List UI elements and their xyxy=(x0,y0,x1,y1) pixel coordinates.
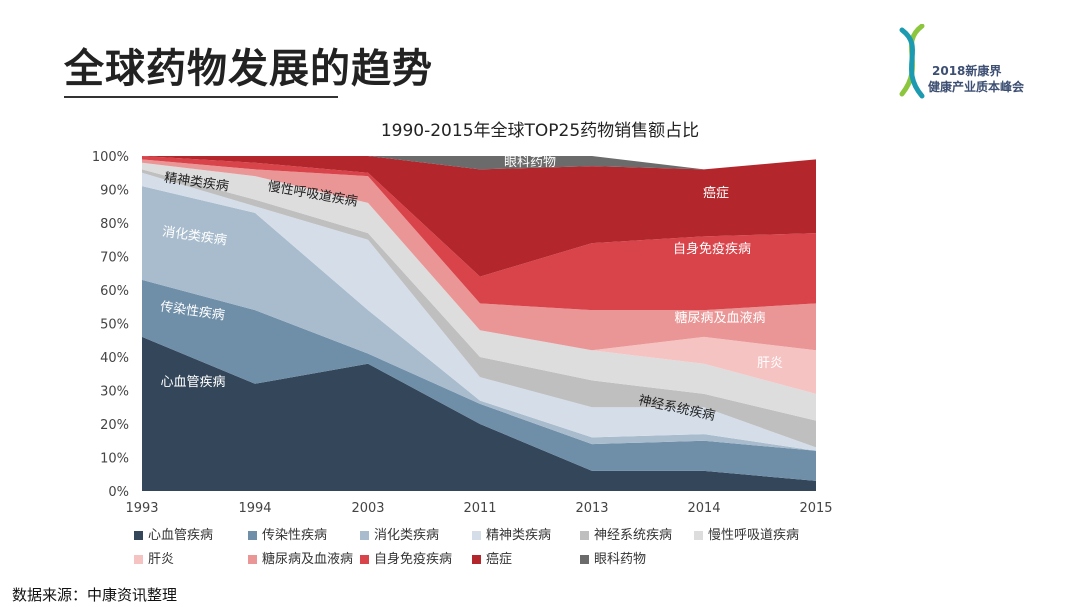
y-tick-label: 70% xyxy=(100,251,129,266)
legend-swatch xyxy=(134,531,143,540)
area-label: 心血管疾病 xyxy=(160,375,225,390)
area-label: 自身免疫疾病 xyxy=(673,241,751,257)
y-tick-label: 60% xyxy=(100,284,129,299)
legend-item: 传染性疾病 xyxy=(248,524,327,543)
x-tick-label: 2011 xyxy=(463,501,496,516)
legend-item: 眼科药物 xyxy=(580,548,646,567)
y-tick-label: 0% xyxy=(108,485,129,500)
legend-label: 癌症 xyxy=(486,552,513,567)
legend-swatch xyxy=(360,531,369,540)
legend-swatch xyxy=(248,555,257,564)
y-tick-label: 30% xyxy=(100,385,129,400)
area-label: 眼科药物 xyxy=(504,155,556,170)
y-tick-label: 10% xyxy=(100,452,129,467)
legend-item: 慢性呼吸道疾病 xyxy=(694,524,799,543)
y-tick-label: 100% xyxy=(92,150,129,165)
legend-swatch xyxy=(580,555,589,564)
y-tick-label: 80% xyxy=(100,217,129,232)
legend-label: 慢性呼吸道疾病 xyxy=(708,528,800,543)
x-tick-label: 2015 xyxy=(799,501,832,516)
area-消化类疾病 xyxy=(142,186,816,451)
slide-title: 全球药物发展的趋势 xyxy=(64,46,433,92)
area-label: 癌症 xyxy=(703,185,729,201)
y-tick-label: 90% xyxy=(100,184,129,199)
x-tick-label: 2014 xyxy=(687,501,720,516)
y-tick-label: 20% xyxy=(100,418,129,433)
x-tick-label: 1994 xyxy=(238,501,271,516)
area-label: 糖尿病及血液病 xyxy=(674,310,765,326)
area-慢性呼吸道疾病 xyxy=(142,162,816,421)
legend-item: 神经系统疾病 xyxy=(580,524,672,543)
x-tick-label: 1993 xyxy=(125,501,158,516)
y-tick-label: 50% xyxy=(100,318,129,333)
legend-label: 神经系统疾病 xyxy=(594,528,673,543)
legend-item: 肝炎 xyxy=(134,548,174,567)
title-underline xyxy=(64,96,338,98)
legend-item: 消化类疾病 xyxy=(360,524,439,543)
logo-line-2: 健康产业质本峰会 xyxy=(928,80,1025,94)
legend-item: 癌症 xyxy=(472,548,512,567)
legend-label: 眼科药物 xyxy=(594,552,647,567)
legend-swatch xyxy=(472,531,481,540)
legend-label: 消化类疾病 xyxy=(374,528,440,543)
legend-item: 糖尿病及血液病 xyxy=(248,548,353,567)
area-神经系统疾病 xyxy=(142,169,816,448)
legend-label: 心血管疾病 xyxy=(148,528,214,543)
chart-title: 1990-2015年全球TOP25药物销售额占比 xyxy=(380,121,700,141)
legend-item: 自身免疫疾病 xyxy=(360,548,452,567)
legend-swatch xyxy=(694,531,703,540)
area-自身免疫疾病 xyxy=(142,156,816,311)
area-传染性疾病 xyxy=(142,279,816,481)
legend-swatch xyxy=(472,555,481,564)
legend-label: 传染性疾病 xyxy=(262,528,328,543)
legend-item: 精神类疾病 xyxy=(472,524,551,543)
legend-swatch xyxy=(580,531,589,540)
area-肝炎 xyxy=(142,162,816,394)
area-精神类疾病 xyxy=(142,172,816,451)
area-糖尿病及血液病 xyxy=(142,159,816,351)
data-source-note: 数据来源：中康资讯整理 xyxy=(12,586,178,604)
x-tick-label: 2003 xyxy=(351,501,384,516)
area-心血管疾病 xyxy=(142,336,816,491)
area-眼科药物 xyxy=(142,156,816,170)
legend-item: 心血管疾病 xyxy=(134,524,213,543)
legend-label: 糖尿病及血液病 xyxy=(262,552,354,567)
legend-swatch xyxy=(134,555,143,564)
legend-swatch xyxy=(248,531,257,540)
helix-logo-icon xyxy=(899,23,925,99)
area-label: 肝炎 xyxy=(757,356,783,371)
legend-label: 肝炎 xyxy=(148,552,175,567)
legend-label: 自身免疫疾病 xyxy=(374,552,453,567)
legend-label: 精神类疾病 xyxy=(486,528,552,543)
area-癌症 xyxy=(142,156,816,277)
conference-logo: 2018新康界 健康产业质本峰会 xyxy=(892,23,1052,100)
legend-swatch xyxy=(360,555,369,564)
y-tick-label: 40% xyxy=(100,351,129,366)
logo-line-1: 2018新康界 xyxy=(932,64,1002,78)
x-tick-label: 2013 xyxy=(575,501,608,516)
